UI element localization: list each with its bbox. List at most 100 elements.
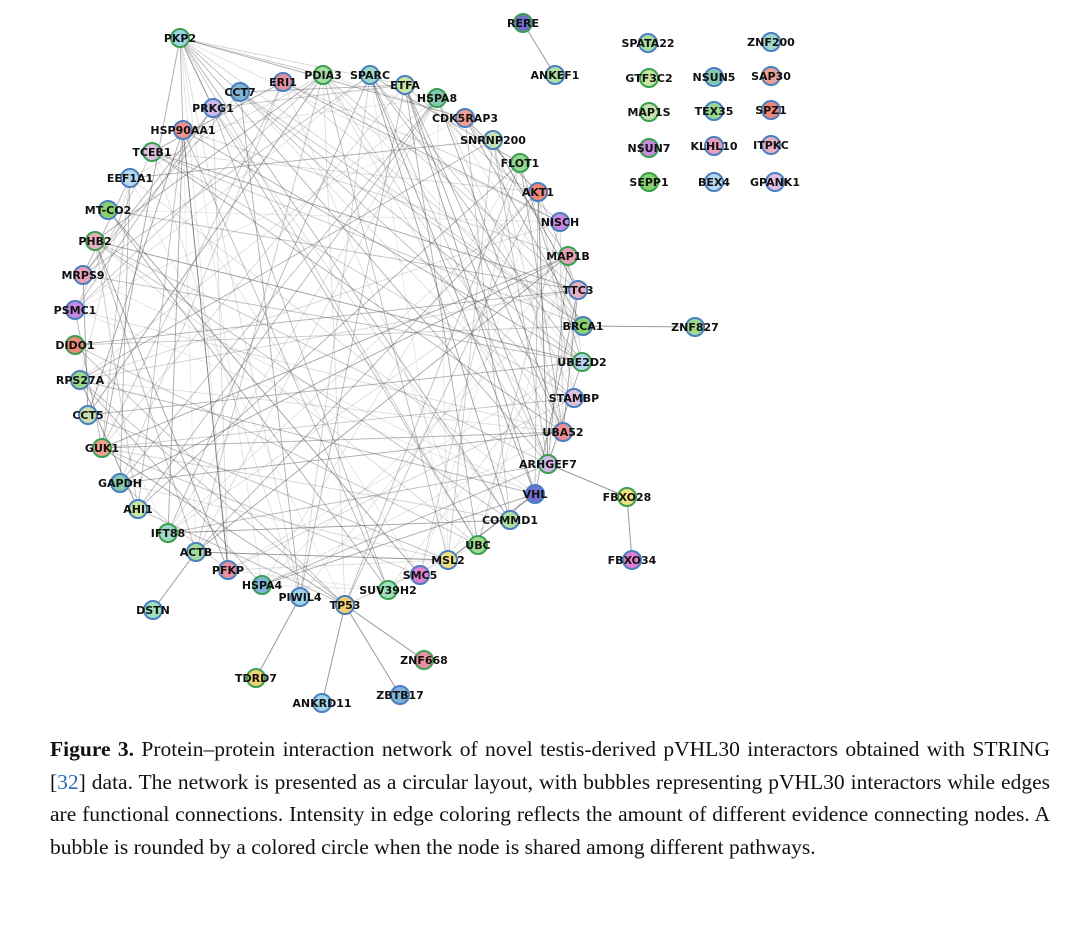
edge <box>212 107 479 546</box>
edge <box>369 74 549 465</box>
edge <box>74 117 466 311</box>
edge <box>464 117 539 193</box>
edge <box>107 209 421 576</box>
node-label: ZNF827 <box>671 321 719 334</box>
edge <box>101 84 406 449</box>
edge <box>322 74 449 561</box>
node-bubble <box>483 130 503 150</box>
edge <box>182 129 229 571</box>
edge <box>299 255 569 598</box>
edge <box>562 289 579 433</box>
edge <box>626 496 633 561</box>
node-label: PSMC1 <box>54 304 97 317</box>
node-bubble <box>513 13 533 33</box>
caption: Figure 3. Protein–protein interaction ne… <box>50 733 1050 863</box>
edge <box>299 74 371 598</box>
edge <box>447 139 494 561</box>
node-bubble <box>273 72 293 92</box>
edge <box>227 361 583 571</box>
citation: 32 <box>57 769 79 794</box>
edge <box>82 274 89 416</box>
node-label: SUV39H2 <box>359 584 417 597</box>
node-label: CCT5 <box>72 409 103 422</box>
edge <box>261 431 564 586</box>
edge <box>94 240 549 465</box>
edge <box>167 255 569 534</box>
edge <box>74 309 536 495</box>
node-label: COMMD1 <box>482 514 538 527</box>
edge <box>182 129 229 571</box>
edge <box>179 37 263 586</box>
edge <box>404 84 549 465</box>
node-bubble <box>639 138 659 158</box>
node-label: SNRNP200 <box>460 134 526 147</box>
node-label: HSPA8 <box>417 92 457 105</box>
edge <box>74 107 214 311</box>
node-label: AKT1 <box>522 186 554 199</box>
node-bubble <box>120 168 140 188</box>
node-label: ERI1 <box>269 76 297 89</box>
node-bubble <box>142 142 162 162</box>
edge <box>519 162 564 433</box>
edge <box>107 209 421 576</box>
edge <box>119 431 564 484</box>
node-bubble <box>761 100 781 120</box>
edge <box>74 344 169 534</box>
node-bubble <box>170 28 190 48</box>
edge <box>261 289 579 586</box>
edge <box>537 191 575 399</box>
edge <box>447 493 536 561</box>
node-label: GTF3C2 <box>625 72 672 85</box>
node-bubble <box>65 335 85 355</box>
node-bubble <box>468 535 488 555</box>
edge <box>101 37 181 449</box>
node-label: PRKG1 <box>192 102 234 115</box>
edge <box>79 139 494 381</box>
edge <box>212 107 229 571</box>
node-label: CCT7 <box>224 86 255 99</box>
node-label: PHB2 <box>78 235 111 248</box>
node-label: KLHL10 <box>690 140 737 153</box>
node-bubble <box>538 454 558 474</box>
edge <box>101 397 575 449</box>
edge <box>547 463 628 498</box>
edge <box>101 431 564 449</box>
node-bubble <box>395 75 415 95</box>
node-bubble <box>550 212 570 232</box>
node-bubble <box>704 136 724 156</box>
edge <box>404 84 536 495</box>
node-label: GUK1 <box>85 442 119 455</box>
edge <box>369 74 584 327</box>
edge <box>74 309 564 433</box>
edge <box>94 74 324 242</box>
edge <box>107 209 389 591</box>
node-bubble <box>98 200 118 220</box>
node-label: PIWIL4 <box>278 591 321 604</box>
node-label: ANKRD11 <box>292 697 351 710</box>
edge <box>179 37 549 465</box>
edge <box>436 97 584 327</box>
node-label: ZBTB17 <box>376 689 424 702</box>
edge <box>404 84 479 546</box>
edge <box>299 84 406 598</box>
edge <box>74 74 324 311</box>
edge <box>239 91 564 433</box>
edge <box>179 37 214 109</box>
edge <box>151 151 564 433</box>
edge <box>82 274 536 495</box>
edge <box>344 162 521 606</box>
node-label: MAP1S <box>627 106 670 119</box>
edge <box>167 129 184 534</box>
node-bubble <box>558 246 578 266</box>
edge <box>534 191 539 495</box>
node-label: DSTN <box>136 604 170 617</box>
node-bubble <box>528 182 548 202</box>
edge <box>119 177 131 484</box>
edge <box>74 74 371 311</box>
edge <box>344 604 401 696</box>
node-label: AHI1 <box>123 503 152 516</box>
edge <box>282 81 584 327</box>
edge <box>567 255 575 399</box>
